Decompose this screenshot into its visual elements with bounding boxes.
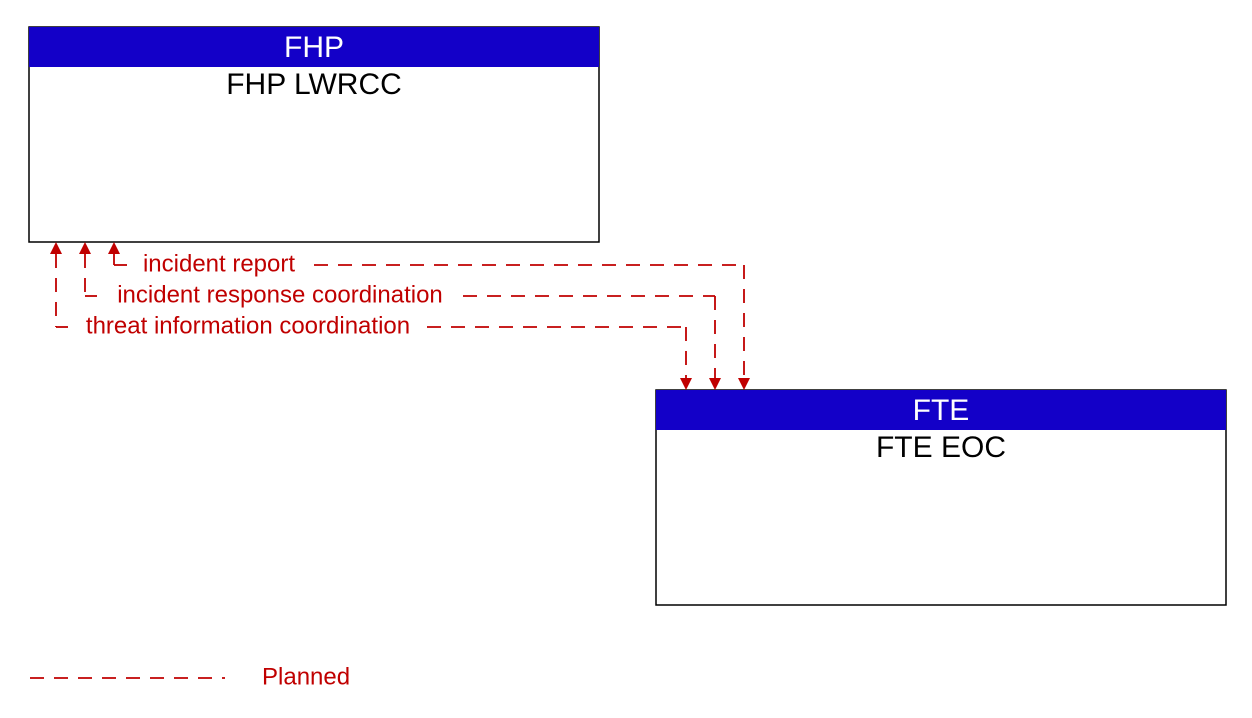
node-body-label: FTE EOC — [876, 431, 1006, 464]
arrowhead-up-icon — [79, 242, 91, 254]
node-fhp-lwrcc: FHP FHP LWRCC — [29, 27, 599, 242]
arrowhead-up-icon — [108, 242, 120, 254]
arrowhead-down-icon — [738, 378, 750, 390]
arrowhead-down-icon — [680, 378, 692, 390]
flow-label: incident response coordination — [117, 281, 443, 308]
legend: Planned — [30, 663, 350, 690]
node-fte-eoc: FTE FTE EOC — [656, 390, 1226, 605]
arrowhead-up-icon — [50, 242, 62, 254]
node-body-label: FHP LWRCC — [226, 68, 402, 101]
legend-label: Planned — [262, 663, 350, 690]
flow-label: incident report — [143, 250, 295, 277]
flow-label: threat information coordination — [86, 312, 410, 339]
architecture-diagram: FHP FHP LWRCC FTE FTE EOC incident repor… — [0, 0, 1252, 718]
arrowhead-down-icon — [709, 378, 721, 390]
node-header-label: FHP — [284, 31, 344, 64]
node-header-label: FTE — [913, 394, 970, 427]
